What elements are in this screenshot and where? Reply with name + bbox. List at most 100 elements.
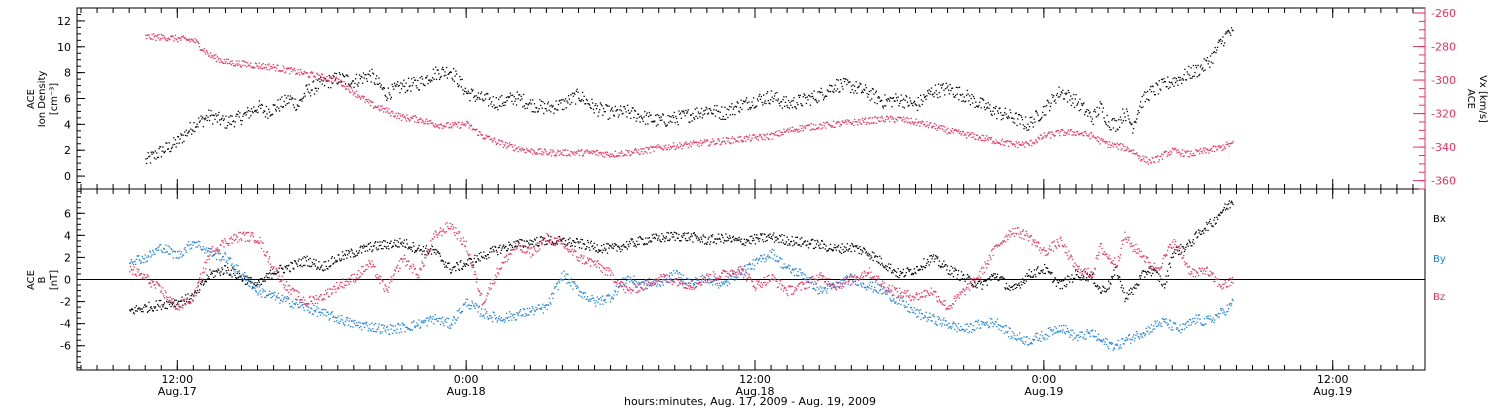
data-point <box>585 151 587 153</box>
data-point <box>393 242 395 244</box>
data-point <box>373 82 375 84</box>
data-point <box>594 246 596 249</box>
data-point <box>358 250 361 252</box>
data-point <box>823 125 825 127</box>
data-point <box>904 118 906 120</box>
data-point <box>366 245 368 247</box>
data-point <box>519 94 521 96</box>
data-point <box>684 232 686 234</box>
data-point <box>822 247 824 249</box>
data-point <box>739 239 741 241</box>
data-point <box>525 102 527 105</box>
data-point <box>964 280 966 282</box>
data-point <box>567 154 570 156</box>
data-point <box>927 124 929 126</box>
data-point <box>642 243 645 246</box>
data-point <box>145 306 147 308</box>
data-point <box>864 84 867 86</box>
data-point <box>294 69 296 72</box>
data-point <box>969 104 972 106</box>
data-point <box>501 140 503 142</box>
data-point <box>716 142 718 144</box>
data-point <box>848 248 850 250</box>
data-point <box>655 145 658 147</box>
data-point <box>784 105 786 108</box>
data-point <box>534 152 536 154</box>
data-point <box>570 94 572 96</box>
data-point <box>907 267 909 269</box>
data-point <box>505 96 508 99</box>
data-point <box>703 235 705 238</box>
data-point <box>305 257 307 259</box>
data-point <box>983 279 985 281</box>
data-point <box>645 146 647 149</box>
data-point <box>243 60 245 62</box>
data-point <box>1211 225 1213 227</box>
data-point <box>573 241 576 243</box>
data-point <box>1035 139 1037 141</box>
density-y-tick-label: 2 <box>64 144 71 157</box>
data-point <box>546 103 549 105</box>
data-point <box>448 262 450 264</box>
data-point <box>292 104 295 106</box>
data-point <box>455 70 457 72</box>
data-point <box>946 133 948 135</box>
data-point <box>849 245 852 247</box>
data-point <box>646 152 648 154</box>
data-point <box>159 146 162 148</box>
data-point <box>1152 157 1154 159</box>
data-point <box>1215 145 1217 148</box>
data-point <box>865 251 868 253</box>
data-point <box>380 244 382 247</box>
data-point <box>684 142 686 144</box>
data-point <box>801 127 803 130</box>
data-point <box>409 119 411 121</box>
data-point <box>263 296 266 299</box>
data-point <box>512 149 515 152</box>
data-point <box>194 38 196 40</box>
data-point <box>409 85 411 87</box>
data-point <box>263 280 265 282</box>
data-point <box>605 248 607 250</box>
data-point <box>662 235 665 237</box>
data-point <box>192 40 194 42</box>
data-point <box>937 96 939 99</box>
data-point <box>1108 121 1110 123</box>
data-point <box>185 251 188 253</box>
data-point <box>1090 116 1092 118</box>
data-point <box>1123 291 1125 294</box>
data-point <box>252 282 255 285</box>
data-point <box>190 247 193 249</box>
data-point <box>285 266 287 269</box>
data-point <box>462 265 464 268</box>
data-point <box>1214 145 1216 148</box>
data-point <box>857 124 859 126</box>
data-point <box>297 69 299 71</box>
data-point <box>1088 133 1090 136</box>
data-point <box>590 240 592 242</box>
data-point <box>806 124 808 127</box>
data-point <box>904 275 906 277</box>
data-point <box>1006 140 1008 142</box>
data-point <box>651 146 654 149</box>
data-point <box>598 152 600 154</box>
data-point <box>224 252 226 254</box>
data-point <box>132 263 135 266</box>
data-point <box>641 150 643 153</box>
data-point <box>596 244 598 246</box>
data-point <box>618 114 620 116</box>
data-point <box>525 245 527 248</box>
data-point <box>288 102 290 104</box>
data-point <box>873 252 875 254</box>
data-point <box>352 252 354 254</box>
data-point <box>964 101 966 103</box>
data-point <box>846 119 849 121</box>
data-point <box>619 155 621 157</box>
data-point <box>510 144 512 146</box>
data-point <box>506 250 509 252</box>
data-point <box>150 256 152 258</box>
data-point <box>400 88 403 90</box>
data-point <box>887 263 890 265</box>
data-point <box>615 155 617 158</box>
data-point <box>1050 102 1052 104</box>
